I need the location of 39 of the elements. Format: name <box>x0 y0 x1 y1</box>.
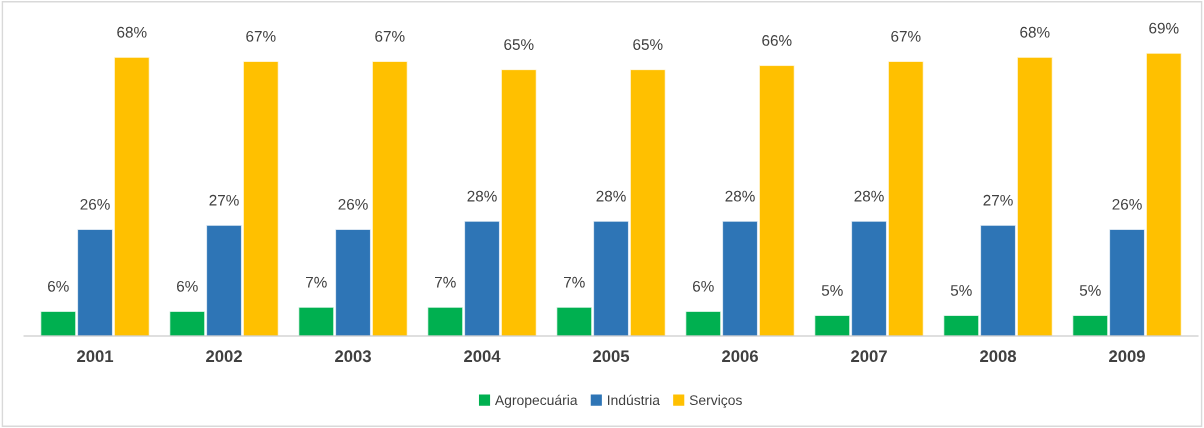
data-label: 27% <box>209 194 239 206</box>
data-label: 67% <box>246 30 276 42</box>
data-label: 7% <box>435 276 456 288</box>
data-label: 26% <box>338 198 368 210</box>
data-label: 65% <box>633 39 663 50</box>
data-label: 28% <box>467 190 497 202</box>
legend-label: Agropecuária <box>494 394 578 408</box>
x-tick-label: 2007 <box>851 350 887 363</box>
data-label: 5% <box>1079 285 1101 296</box>
x-tick-label: 2006 <box>722 350 758 363</box>
x-tick-label: 2009 <box>1109 350 1145 363</box>
data-label: 67% <box>891 30 921 42</box>
data-label: 6% <box>693 280 714 292</box>
data-label: 67% <box>375 30 405 42</box>
x-tick-label: 2004 <box>464 350 501 363</box>
legend-label: Indústria <box>608 394 660 406</box>
data-label: 68% <box>117 26 147 38</box>
data-label: 7% <box>564 276 585 288</box>
data-label: 65% <box>504 39 534 50</box>
data-label: 5% <box>821 285 843 296</box>
data-label: 28% <box>596 190 626 202</box>
data-label: 28% <box>725 190 755 202</box>
x-tick-label: 2008 <box>980 350 1017 363</box>
data-label: 7% <box>306 276 327 288</box>
legend-label: Serviços <box>689 394 742 408</box>
x-tick-label: 2002 <box>206 350 242 363</box>
x-tick-label: 2005 <box>593 350 630 363</box>
data-label: 26% <box>1112 198 1142 210</box>
data-label: 26% <box>80 198 110 210</box>
data-label: 5% <box>950 285 972 296</box>
data-label: 6% <box>177 280 198 292</box>
data-label: 6% <box>48 280 69 292</box>
data-label: 28% <box>854 190 884 202</box>
data-label: 27% <box>983 194 1013 206</box>
data-label: 66% <box>762 35 792 46</box>
x-tick-label: 2001 <box>77 350 114 363</box>
data-label: 69% <box>1149 22 1179 34</box>
x-tick-label: 2003 <box>335 350 371 363</box>
data-label: 68% <box>1020 26 1050 38</box>
